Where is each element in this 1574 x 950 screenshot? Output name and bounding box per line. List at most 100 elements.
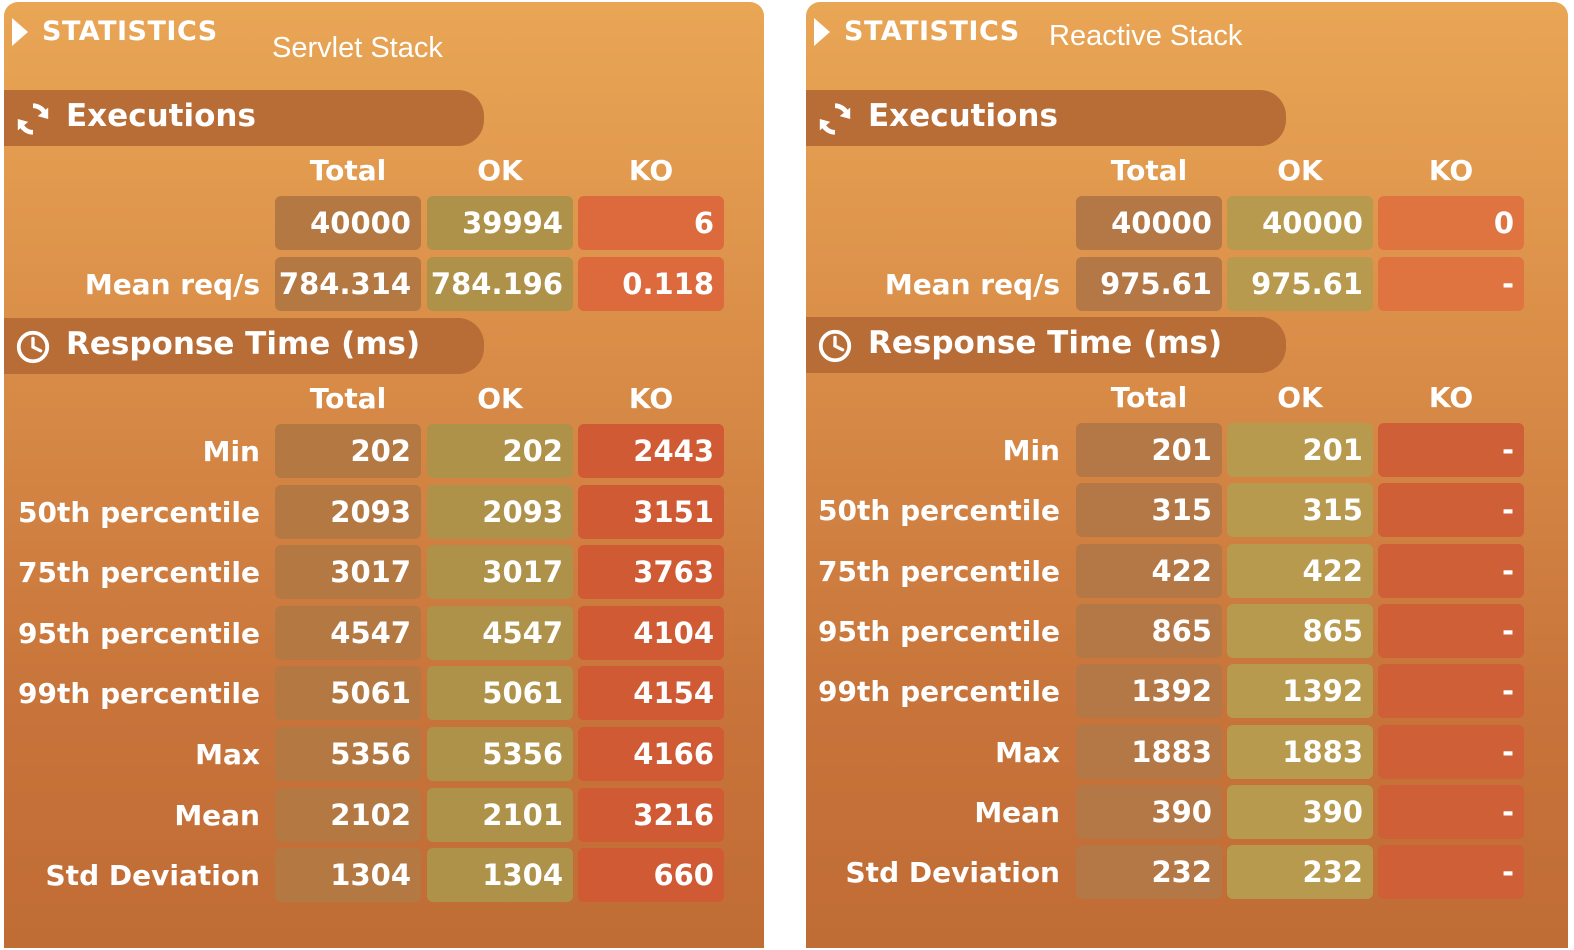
rt-cell-ko: 2443	[578, 424, 724, 478]
rt-cell-ok: 422	[1227, 544, 1373, 598]
statistics-panel-servlet: STATISTICS Servlet Stack Executions Tota…	[4, 2, 764, 948]
exec-count-total: 40000	[275, 196, 421, 250]
rt-cell-ko: 3216	[578, 788, 724, 842]
rt-cell-ko: -	[1378, 604, 1524, 658]
rt-cell-ko: -	[1378, 483, 1524, 537]
rt-cell-ko: -	[1378, 845, 1524, 899]
response-time-label: Response Time (ms)	[868, 325, 1223, 361]
rt-cell-total: 1304	[275, 848, 421, 902]
rt-row-label: 95th percentile	[818, 615, 1060, 648]
exec-count-ko: 0	[1378, 196, 1524, 250]
col-header-ko: KO	[1428, 381, 1474, 414]
exec-count-ko: 6	[578, 196, 724, 250]
clock-icon	[818, 329, 852, 363]
col-header-ok: OK	[477, 382, 523, 415]
rt-cell-total: 422	[1076, 544, 1222, 598]
statistics-panel-reactive: STATISTICS Reactive Stack Executions Tot…	[806, 2, 1568, 948]
rt-row-label: Max	[995, 736, 1060, 769]
play-arrow-icon[interactable]	[814, 18, 830, 46]
rt-cell-total: 201	[1076, 423, 1222, 477]
rt-cell-ok: 3017	[427, 545, 573, 599]
col-header-ko: KO	[1428, 154, 1474, 187]
rt-cell-total: 202	[275, 424, 421, 478]
rt-cell-ko: 4154	[578, 666, 724, 720]
mean-req-ok: 975.61	[1227, 257, 1373, 311]
rt-cell-ok: 2093	[427, 485, 573, 539]
rt-cell-ok: 1304	[427, 848, 573, 902]
rt-cell-total: 2102	[275, 788, 421, 842]
rt-row-label: Std Deviation	[845, 856, 1060, 889]
rt-cell-ko: 3763	[578, 545, 724, 599]
rt-cell-ko: 660	[578, 848, 724, 902]
col-header-ko: KO	[628, 154, 674, 187]
executions-label: Executions	[66, 98, 256, 134]
rt-cell-total: 5356	[275, 727, 421, 781]
rt-cell-ko: -	[1378, 544, 1524, 598]
rt-row-label: Max	[195, 738, 260, 771]
rt-cell-ok: 5061	[427, 666, 573, 720]
col-header-total: Total	[309, 154, 387, 187]
rt-cell-total: 315	[1076, 483, 1222, 537]
rt-cell-ko: 3151	[578, 485, 724, 539]
rt-row-label: Std Deviation	[45, 859, 260, 892]
play-arrow-icon[interactable]	[12, 18, 28, 46]
statistics-title: STATISTICS	[42, 16, 218, 47]
rt-row-label: Mean	[974, 796, 1060, 829]
rt-cell-ko: 4166	[578, 727, 724, 781]
executions-label: Executions	[868, 98, 1058, 134]
rt-cell-ok: 4547	[427, 606, 573, 660]
rt-cell-ok: 201	[1227, 423, 1373, 477]
rt-cell-ok: 202	[427, 424, 573, 478]
exec-count-ok: 39994	[427, 196, 573, 250]
rt-row-label: Mean	[174, 799, 260, 832]
rt-row-label: 95th percentile	[18, 617, 260, 650]
rt-cell-ko: -	[1378, 785, 1524, 839]
rt-cell-ok: 1883	[1227, 725, 1373, 779]
col-header-total: Total	[309, 382, 387, 415]
rt-row-label: 50th percentile	[818, 494, 1060, 527]
rt-cell-ok: 1392	[1227, 664, 1373, 718]
rt-cell-ok: 232	[1227, 845, 1373, 899]
rt-cell-ko: -	[1378, 423, 1524, 477]
col-header-ok: OK	[477, 154, 523, 187]
mean-req-ko: -	[1378, 257, 1524, 311]
statistics-title: STATISTICS	[844, 16, 1020, 47]
rt-cell-ok: 315	[1227, 483, 1373, 537]
mean-req-total: 975.61	[1076, 257, 1222, 311]
col-header-ko: KO	[628, 382, 674, 415]
rt-cell-total: 232	[1076, 845, 1222, 899]
exec-count-ok: 40000	[1227, 196, 1373, 250]
rt-row-label: Min	[1002, 434, 1060, 467]
stack-subtitle: Servlet Stack	[272, 32, 443, 64]
stack-subtitle: Reactive Stack	[1049, 20, 1243, 52]
mean-req-ok: 784.196	[427, 257, 573, 311]
rt-cell-ok: 390	[1227, 785, 1373, 839]
rt-row-label: 50th percentile	[18, 496, 260, 529]
rt-row-label: 99th percentile	[18, 677, 260, 710]
exec-count-total: 40000	[1076, 196, 1222, 250]
col-header-total: Total	[1110, 154, 1188, 187]
response-time-label: Response Time (ms)	[66, 326, 421, 362]
rt-cell-ok: 2101	[427, 788, 573, 842]
rt-cell-total: 865	[1076, 604, 1222, 658]
executions-section-header: Executions	[4, 90, 484, 146]
mean-req-label: Mean req/s	[84, 268, 260, 301]
col-header-total: Total	[1110, 381, 1188, 414]
panel-divider	[764, 0, 806, 950]
mean-req-total: 784.314	[275, 257, 421, 311]
rt-row-label: 75th percentile	[18, 556, 260, 589]
col-header-ok: OK	[1277, 154, 1323, 187]
rt-cell-total: 1392	[1076, 664, 1222, 718]
rt-cell-total: 1883	[1076, 725, 1222, 779]
clock-icon	[16, 330, 50, 364]
rt-cell-ok: 865	[1227, 604, 1373, 658]
mean-req-label: Mean req/s	[884, 268, 1060, 301]
rt-cell-total: 4547	[275, 606, 421, 660]
rt-cell-total: 2093	[275, 485, 421, 539]
refresh-icon	[17, 103, 49, 135]
rt-cell-total: 3017	[275, 545, 421, 599]
rt-cell-ko: 4104	[578, 606, 724, 660]
executions-section-header: Executions	[806, 90, 1286, 146]
rt-row-label: 99th percentile	[818, 675, 1060, 708]
mean-req-ko: 0.118	[578, 257, 724, 311]
